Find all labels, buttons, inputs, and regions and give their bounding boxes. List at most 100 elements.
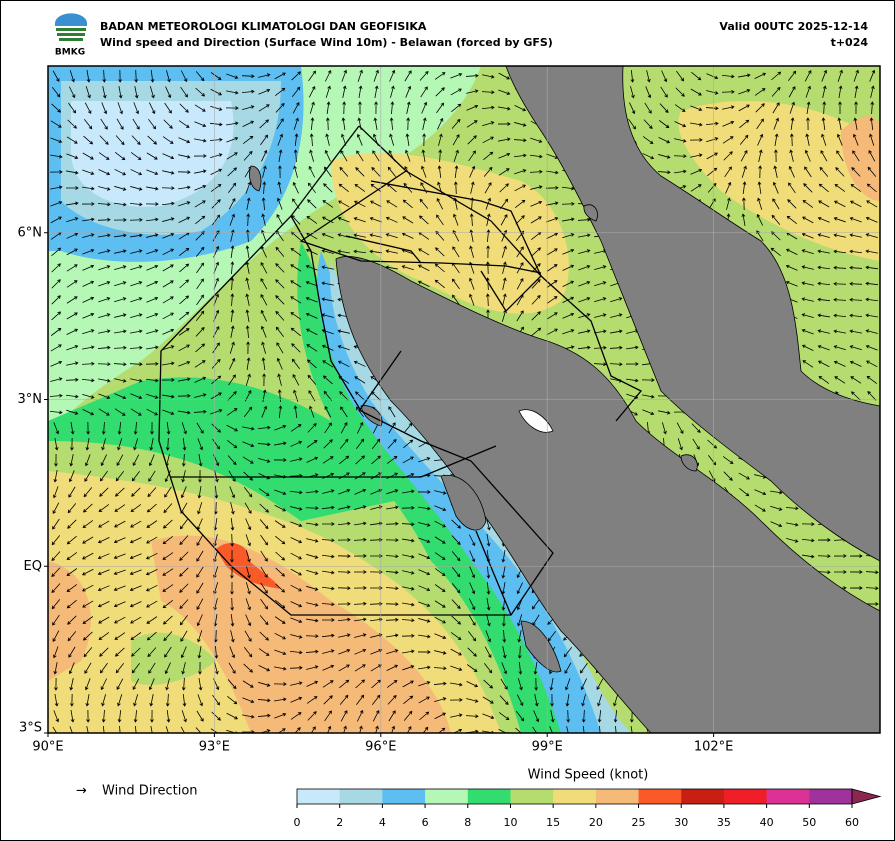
wind-arrow — [485, 293, 490, 307]
wind-arrow — [245, 598, 251, 611]
wind-arrow — [51, 583, 61, 594]
wind-arrow — [83, 487, 93, 498]
wind-arrow — [371, 167, 381, 177]
wind-arrow — [82, 616, 94, 624]
wind-arrow — [261, 405, 268, 418]
wind-arrow — [198, 678, 203, 691]
wind-arrow — [417, 490, 431, 494]
wind-arrow — [51, 567, 61, 577]
wind-arrow — [262, 165, 267, 178]
wind-arrow — [293, 165, 298, 178]
wind-arrow — [259, 519, 269, 530]
wind-arrow — [706, 137, 719, 143]
wind-arrow — [114, 632, 126, 640]
wind-arrow — [161, 201, 175, 206]
wind-arrow — [162, 519, 173, 529]
wind-arrow — [756, 213, 763, 226]
wind-arrow — [452, 728, 463, 733]
wind-arrow — [83, 647, 93, 658]
wind-arrow — [257, 425, 271, 430]
wind-arrow — [353, 200, 366, 208]
wind-arrow — [386, 505, 399, 510]
wind-arrow — [82, 329, 95, 335]
wind-arrow — [66, 153, 79, 160]
wind-arrow — [98, 520, 110, 528]
wind-arrow — [869, 69, 876, 82]
wind-arrow — [85, 438, 90, 451]
wind-arrow — [836, 150, 844, 162]
wind-arrow — [323, 439, 333, 449]
wind-arrow — [324, 406, 332, 418]
wind-arrow — [324, 69, 332, 82]
wind-arrow — [321, 586, 335, 591]
wind-arrow — [132, 118, 140, 130]
wind-arrow — [98, 233, 111, 238]
wind-arrow — [340, 406, 348, 418]
wind-arrow — [211, 423, 221, 433]
wind-arrow — [434, 697, 447, 703]
wind-arrow — [162, 153, 175, 160]
wind-arrow — [260, 294, 268, 306]
wind-arrow — [385, 216, 398, 223]
wind-arrow — [354, 521, 367, 526]
wind-arrow — [113, 601, 126, 608]
wind-arrow — [403, 695, 414, 705]
wind-arrow — [738, 104, 750, 112]
wind-arrow — [404, 149, 411, 162]
wind-arrow — [230, 597, 235, 611]
wind-arrow — [162, 296, 174, 304]
wind-arrow — [833, 345, 846, 351]
wind-arrow — [52, 87, 61, 98]
wind-arrow — [211, 199, 221, 209]
wind-arrow — [467, 647, 477, 657]
wind-arrow — [433, 666, 447, 671]
wind-arrow — [178, 137, 191, 144]
wind-arrow — [451, 519, 461, 529]
wind-arrow — [691, 71, 702, 81]
wind-arrow — [353, 601, 367, 606]
wind-arrow — [610, 297, 623, 303]
wind-arrow — [774, 133, 779, 146]
wind-arrow — [867, 391, 877, 401]
wind-arrow — [198, 661, 202, 675]
wind-arrow — [517, 645, 522, 659]
wind-arrow — [195, 310, 205, 321]
wind-arrow — [818, 375, 830, 384]
wind-arrow — [274, 489, 287, 496]
wind-arrow — [788, 182, 796, 194]
colorbar-tick-label: 40 — [760, 816, 774, 829]
wind-arrow — [226, 152, 238, 160]
wind-arrow — [82, 631, 93, 641]
wind-arrow — [54, 694, 59, 707]
wind-arrow — [258, 488, 270, 496]
wind-arrow — [594, 297, 607, 303]
wind-arrow — [501, 613, 506, 627]
wind-arrow — [369, 216, 382, 223]
wind-arrow — [500, 678, 508, 690]
wind-arrow — [561, 201, 575, 206]
wind-arrow — [546, 201, 559, 206]
wind-arrow — [454, 165, 459, 179]
wind-arrow — [725, 181, 732, 194]
wind-arrow — [771, 86, 781, 97]
wind-arrow — [788, 70, 797, 81]
wind-arrow — [322, 570, 335, 575]
wind-arrow — [258, 104, 270, 112]
wind-arrow — [337, 538, 351, 542]
wind-arrow — [322, 489, 335, 494]
wind-arrow — [481, 90, 495, 95]
wind-arrow — [82, 503, 93, 513]
wind-arrow — [50, 377, 63, 382]
wind-arrow — [290, 552, 302, 560]
wind-arrow — [214, 470, 219, 483]
wind-arrow — [546, 217, 559, 223]
wind-arrow — [486, 581, 491, 595]
wind-arrow — [305, 506, 319, 511]
wind-arrow — [833, 233, 846, 238]
wind-arrow — [386, 664, 399, 672]
wind-arrow — [324, 422, 332, 434]
sumatra — [335, 256, 880, 733]
wind-arrow — [833, 329, 846, 334]
wind-arrow — [82, 552, 94, 560]
wind-arrow — [550, 710, 555, 723]
